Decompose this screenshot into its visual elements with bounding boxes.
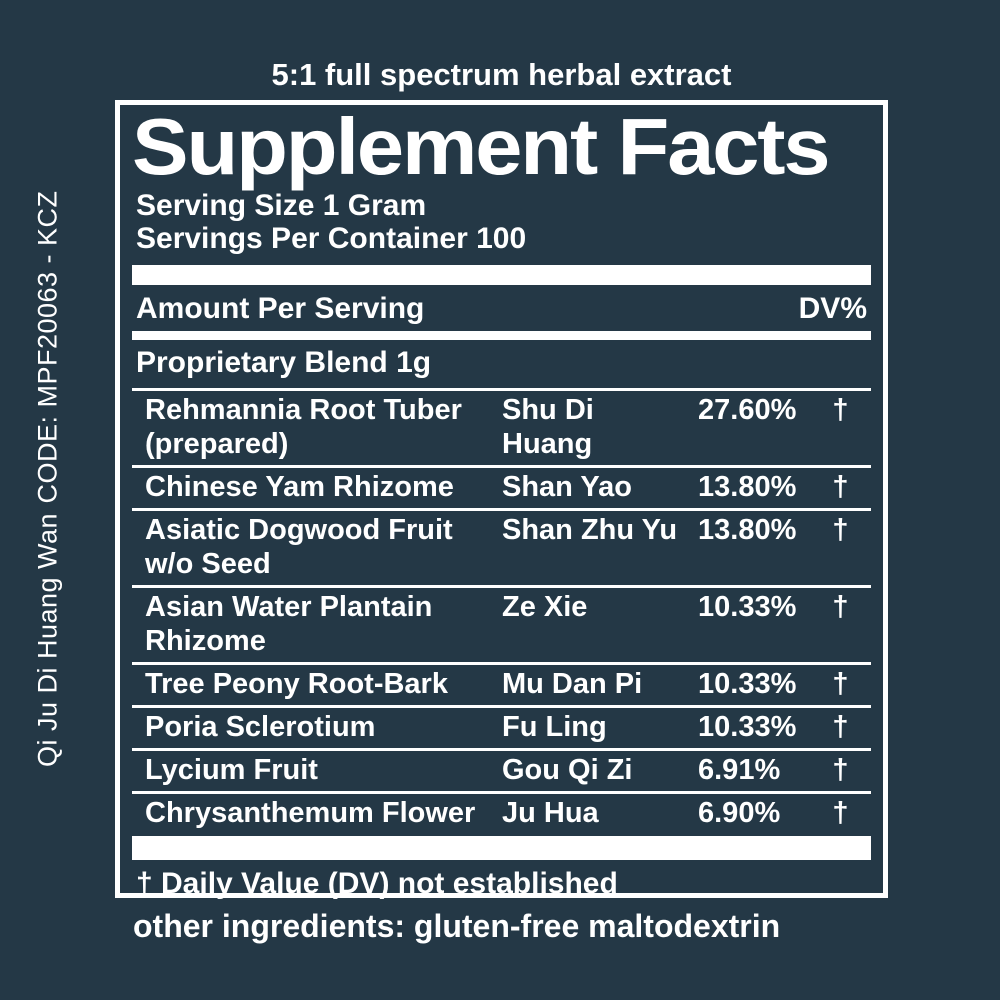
ingredient-pinyin: Gou Qi Zi xyxy=(502,754,633,786)
ingredient-name: Asian Water Plantain Rhizome xyxy=(145,591,433,657)
ingredient-percent: 13.80% xyxy=(698,471,797,503)
ingredient-row: Tree Peony Root-Bark Mu Dan Pi 10.33% † xyxy=(132,662,871,705)
ingredient-row: Asiatic Dogwood Fruit w/o Seed Shan Zhu … xyxy=(132,508,871,585)
dagger-symbol: † xyxy=(832,711,849,743)
ingredient-name: Rehmannia Root Tuber (prepared) xyxy=(145,394,462,460)
dv-percent-header: DV% xyxy=(798,292,867,325)
ingredient-name: Lycium Fruit xyxy=(145,754,318,786)
ingredient-pinyin: Ze Xie xyxy=(502,591,588,623)
ingredient-name: Chinese Yam Rhizome xyxy=(145,471,454,503)
ingredient-percent: 13.80% xyxy=(698,514,797,546)
dagger-symbol: † xyxy=(832,797,849,829)
side-code-text: CODE: MPF20063 - KCZ xyxy=(32,190,63,504)
ingredient-percent: 10.33% xyxy=(698,591,797,623)
dagger-symbol: † xyxy=(832,394,849,426)
panel-title: Supplement Facts xyxy=(132,102,831,191)
ingredient-row: Chinese Yam Rhizome Shan Yao 13.80% † xyxy=(132,465,871,508)
dagger-symbol: † xyxy=(832,471,849,503)
divider-thick-top xyxy=(132,265,871,285)
ingredient-percent: 27.60% xyxy=(698,394,797,426)
divider-thick-bottom xyxy=(132,836,871,860)
ingredient-name: Asiatic Dogwood Fruit w/o Seed xyxy=(145,514,453,580)
amount-per-serving-label: Amount Per Serving xyxy=(136,292,425,325)
dagger-symbol: † xyxy=(832,591,849,623)
ingredient-percent: 6.91% xyxy=(698,754,781,786)
extract-ratio-tagline: 5:1 full spectrum herbal extract xyxy=(271,57,732,92)
supplement-facts-panel: Supplement Facts Serving Size 1 Gram Ser… xyxy=(115,100,888,900)
ingredient-pinyin: Shan Yao xyxy=(502,471,633,503)
proprietary-blend-heading: Proprietary Blend 1g xyxy=(132,340,871,391)
ingredient-percent: 10.33% xyxy=(698,711,797,743)
side-product-name-text: Qi Ju Di Huang Wan xyxy=(32,512,63,768)
ingredient-row: Asian Water Plantain Rhizome Ze Xie 10.3… xyxy=(132,585,871,662)
ingredient-row: Rehmannia Root Tuber (prepared) Shu Di H… xyxy=(132,391,871,465)
ingredient-table: Rehmannia Root Tuber (prepared) Shu Di H… xyxy=(132,391,871,834)
dv-footnote: † Daily Value (DV) not established xyxy=(136,867,618,900)
ingredient-percent: 6.90% xyxy=(698,797,781,829)
ingredient-pinyin: Ju Hua xyxy=(502,797,599,829)
ingredient-row: Chrysanthemum Flower Ju Hua 6.90% † xyxy=(132,791,871,834)
serving-size-line: Serving Size 1 Gram xyxy=(136,189,427,222)
servings-per-container-line: Servings Per Container 100 xyxy=(136,222,527,255)
ingredient-pinyin: Fu Ling xyxy=(502,711,607,743)
ingredient-row: Poria Sclerotium Fu Ling 10.33% † xyxy=(132,705,871,748)
ingredient-pinyin: Shan Zhu Yu xyxy=(502,514,678,546)
dagger-symbol: † xyxy=(832,514,849,546)
table-header-row: Amount Per Serving DV% xyxy=(120,285,883,331)
dagger-symbol: † xyxy=(832,668,849,700)
dagger-symbol: † xyxy=(832,754,849,786)
ingredient-percent: 10.33% xyxy=(698,668,797,700)
ingredient-pinyin: Mu Dan Pi xyxy=(502,668,643,700)
other-ingredients-line: other ingredients: gluten-free maltodext… xyxy=(133,908,781,944)
divider-medium xyxy=(132,331,871,340)
ingredient-name: Chrysanthemum Flower xyxy=(145,797,476,829)
ingredient-row: Lycium Fruit Gou Qi Zi 6.91% † xyxy=(132,748,871,791)
ingredient-name: Tree Peony Root-Bark xyxy=(145,668,448,700)
ingredient-name: Poria Sclerotium xyxy=(145,711,376,743)
ingredient-pinyin: Shu Di Huang xyxy=(502,394,594,460)
